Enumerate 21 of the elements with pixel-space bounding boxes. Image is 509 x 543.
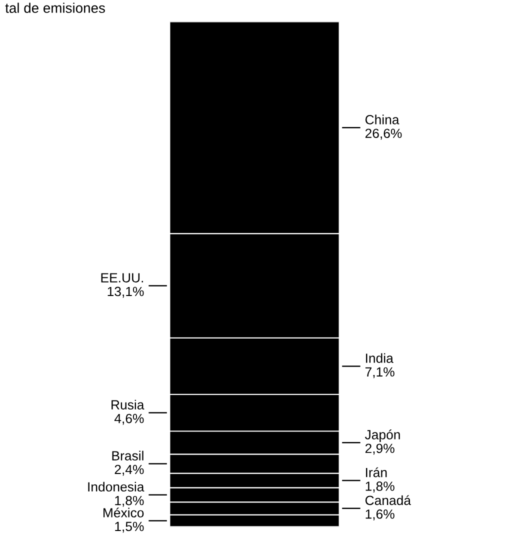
data-label: 2,9%	[365, 444, 394, 455]
series-label: Indonesia	[88, 482, 144, 492]
series-label: Brasil	[112, 450, 144, 460]
text: EE.UU.	[101, 273, 144, 282]
data-label: 7,1%	[365, 367, 394, 378]
data-label: 4,6%	[114, 414, 144, 425]
text: India	[366, 353, 394, 363]
data-label: 13,1%	[108, 286, 144, 298]
series-label: México	[104, 508, 144, 518]
data-label: 1,5%	[115, 522, 144, 533]
text: tal de emisiones	[5, 2, 105, 13]
data-label: 1,6%	[366, 509, 394, 520]
data-label: 1,8%	[366, 482, 394, 492]
series-label: China	[365, 114, 400, 124]
text: Irán	[366, 467, 387, 478]
series-label: Canadá	[365, 495, 411, 506]
series-label: Japón	[364, 430, 400, 442]
data-label: 26,6%	[365, 128, 402, 140]
data-label: 1,8%	[115, 496, 144, 507]
data-label: 2,4%	[114, 464, 144, 476]
series-label: Rusia	[112, 400, 144, 410]
